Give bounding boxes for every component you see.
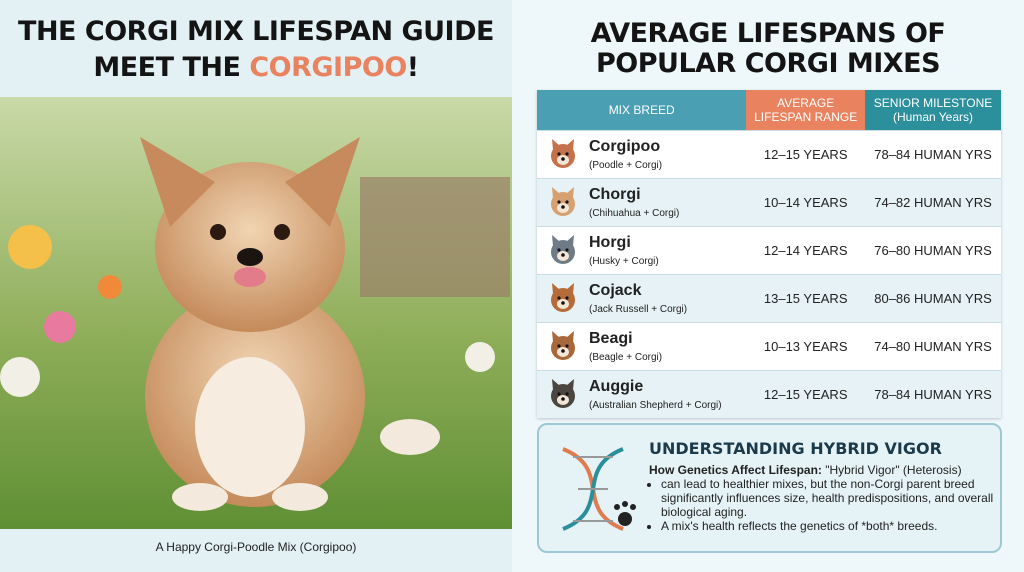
senior-milestone: 78–84 HUMAN YRS [865,130,1001,179]
column-header: AVERAGE LIFESPAN RANGE [746,90,866,131]
breed-cell: Cojack (Jack Russell + Corgi) [537,274,747,323]
vigor-bullet: A mix's health reflects the genetics of … [661,519,994,533]
title: MEET THE CORGIPOO! [0,52,512,83]
header-text: (Human Years) [892,110,974,124]
dna-icon [562,447,636,531]
lifespan: 13–15 YEARS [746,274,866,323]
lifespan: 12–15 YEARS [746,130,866,179]
vigor-list: can lead to healthier mixes, but the non… [649,477,994,533]
breed-parents: (Jack Russell + Corgi) [589,304,688,315]
title-part: MEET THE [93,52,250,83]
senior-milestone: 74–82 HUMAN YRS [865,178,1001,227]
senior-milestone: 80–86 HUMAN YRS [865,274,1001,323]
vigor-title: UNDERSTANDING HYBRID VIGOR [649,439,942,458]
breed-parents: (Poodle + Corgi) [589,160,663,171]
caption: A Happy Corgi-Poodle Mix (Corgipoo) [155,540,357,554]
title-part: ! [406,52,419,83]
table-row: Chorgi (Chihuahua + Corgi) 10–14 YEARS 74–8… [537,178,1001,227]
table-row: Horgi (Husky + Corgi) 12–14 YEARS 76–80 HUM… [537,226,1001,275]
table-row: Corgipoo (Poodle + Corgi) 12–15 YEARS 78–84… [537,130,1001,179]
lifespan: 10–13 YEARS [746,322,866,371]
lifespan-table: MIX BREED AVERAGE LIFESPAN RANGE SENIOR MIL… [537,90,1001,418]
vigor-bullet: can lead to healthier mixes, but the non… [661,477,994,519]
senior-milestone: 78–84 HUMAN YRS [865,370,1001,418]
breed-name: Auggie [589,378,644,395]
vigor-body: How Genetics Affect Lifespan: "Hybrid Vi… [649,463,994,533]
breed-cell: Beagi (Beagle + Corgi) [537,322,747,371]
breed-cell: Corgipoo (Poodle + Corgi) [537,130,747,179]
dog-photo [0,97,512,529]
title: POPULAR CORGI MIXES [595,48,941,79]
breed-parents: (Chihuahua + Corgi) [589,208,680,219]
breed-icon [551,235,575,264]
breed-cell: Auggie (Australian Shepherd + Corgi) [537,370,747,418]
breed-name: Horgi [589,234,631,251]
right-panel: AVERAGE LIFESPANS OF POPULAR CORGI MIXES… [512,0,1024,572]
breed-name: Beagi [589,330,633,347]
breed-cell: Horgi (Husky + Corgi) [537,226,747,275]
breed-icon [551,283,575,312]
breed-parents: (Husky + Corgi) [589,256,659,267]
breed-cell: Chorgi (Chihuahua + Corgi) [537,178,747,227]
senior-milestone: 74–80 HUMAN YRS [865,322,1001,371]
breed-icon [551,187,575,216]
vigor-lead: How Genetics Affect Lifespan: [649,463,822,477]
breed-icon [551,139,575,168]
breed-name: Corgipoo [589,138,661,155]
table-row: Cojack (Jack Russell + Corgi) 13–15 YEARS 8… [537,274,1001,323]
breed-parents: (Australian Shepherd + Corgi) [589,400,722,411]
lifespan: 12–14 YEARS [746,226,866,275]
header-text: SENIOR MILESTONE [873,96,993,110]
breed-parents: (Beagle + Corgi) [589,352,663,363]
senior-milestone: 76–80 HUMAN YRS [865,226,1001,275]
header-row: MIX BREED AVERAGE LIFESPAN RANGE SENIOR MIL… [537,90,1001,131]
vigor-box: UNDERSTANDING HYBRID VIGOR How Genetics … [537,423,1002,553]
title: AVERAGE LIFESPANS OF [590,18,946,49]
left-panel: THE CORGI MIX LIFESPAN GUIDE MEET THE CO… [0,16,512,554]
table-row: Beagi (Beagle + Corgi) 10–13 YEARS 74–80 HU… [537,322,1001,371]
table-row: Auggie (Australian Shepherd + Corgi) 12–15… [537,370,1001,418]
header-text: MIX BREED [608,103,675,117]
breed-icon [551,331,575,360]
vigor-lead-rest: "Hybrid Vigor" (Heterosis) [821,463,962,477]
column-header: SENIOR MILESTONE (Human Years) [865,90,1001,131]
breed-name: Cojack [589,282,642,299]
header-text: LIFESPAN RANGE [754,110,858,124]
breed-icon [551,379,575,408]
column-header: MIX BREED [537,90,747,131]
title-highlight: CORGIPOO [249,52,407,83]
title: THE CORGI MIX LIFESPAN GUIDE [18,16,494,47]
lifespan: 10–14 YEARS [746,178,866,227]
header-text: AVERAGE [777,96,835,110]
breed-name: Chorgi [589,186,641,203]
lifespan: 12–15 YEARS [746,370,866,418]
